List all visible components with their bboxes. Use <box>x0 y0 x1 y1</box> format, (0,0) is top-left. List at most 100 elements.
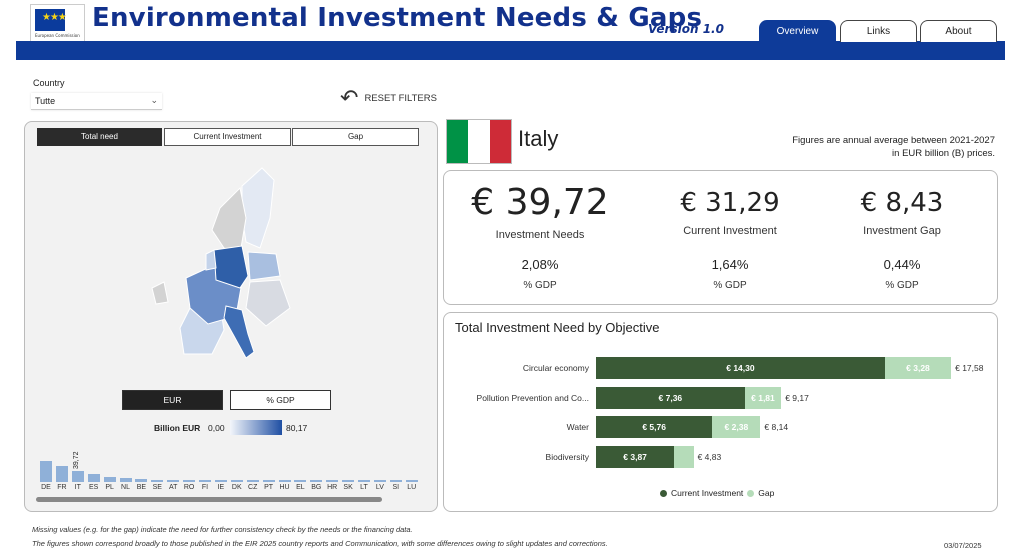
tab-overview[interactable]: Overview <box>759 20 836 42</box>
italy-flag-icon <box>446 119 512 164</box>
map-region-italy[interactable] <box>223 305 255 359</box>
country-axis-label: NL <box>121 484 130 491</box>
legend-dot-gap <box>747 489 755 497</box>
country-axis-label: FI <box>201 484 209 491</box>
bar-total-label: € 17,58 <box>955 363 984 373</box>
country-bar-si[interactable] <box>389 480 402 482</box>
reset-filters-button[interactable]: ↶ RESET FILTERS <box>340 85 437 110</box>
country-bar-bg[interactable] <box>310 480 323 482</box>
country-bar-es[interactable] <box>87 473 100 482</box>
current-investment-value: € 31,29 <box>680 188 780 218</box>
country-bar-chart <box>38 440 428 482</box>
undo-icon: ↶ <box>340 85 359 110</box>
investment-gap-pct: 0,44% <box>883 257 921 272</box>
tab-links[interactable]: Links <box>840 20 917 42</box>
eu-logo: ★★★ European Commission <box>30 4 85 46</box>
legend-max: 80,17 <box>286 423 308 433</box>
country-axis-label: BG <box>311 484 322 491</box>
bar-gap[interactable]: € 2,38 <box>712 416 761 438</box>
unit-eur-button[interactable]: EUR <box>122 390 223 410</box>
metric-tab-current-investment[interactable]: Current Investment <box>164 128 291 146</box>
map-region-ireland[interactable] <box>151 281 169 305</box>
metric-tab-total-need[interactable]: Total need <box>37 128 162 146</box>
bar-current-investment[interactable]: € 5,76 <box>596 416 713 438</box>
investment-gap-value: € 8,43 <box>860 188 944 218</box>
country-bar-pt[interactable] <box>262 480 275 482</box>
investment-needs-gdp-label: % GDP <box>523 280 557 291</box>
category-label: Water <box>566 422 589 432</box>
bar-total-label: € 9,17 <box>785 393 809 403</box>
legend-gradient <box>230 420 282 435</box>
country-axis-label: CZ <box>248 484 258 491</box>
country-bar-hr[interactable] <box>326 480 339 482</box>
map-region-nordics[interactable] <box>241 167 275 249</box>
country-bar-fi[interactable] <box>199 480 211 482</box>
header-bar <box>16 41 1005 60</box>
tab-about[interactable]: About <box>920 20 997 42</box>
bar-current-investment[interactable]: € 7,36 <box>596 387 745 409</box>
country-bar-lt[interactable] <box>358 480 370 482</box>
country-axis-label: RO <box>183 484 195 491</box>
investment-gap-label: Investment Gap <box>863 225 941 237</box>
investment-needs-pct: 2,08% <box>521 257 559 272</box>
country-bar-fr[interactable] <box>55 465 68 482</box>
country-axis-label: IT <box>74 484 81 491</box>
investment-gap-gdp-label: % GDP <box>885 280 919 291</box>
country-bar-dk[interactable] <box>230 480 243 482</box>
country-axis-label: SI <box>392 484 400 491</box>
bar-current-investment[interactable]: € 3,87 <box>596 446 675 468</box>
country-bar-se[interactable] <box>151 479 164 482</box>
category-label: Biodiversity <box>545 452 589 462</box>
country-axis-label: LV <box>375 484 384 491</box>
bar-current-investment[interactable]: € 14,30 <box>596 357 885 379</box>
bar-gap[interactable] <box>674 446 694 468</box>
map-region-benelux[interactable] <box>205 249 217 271</box>
figures-note-line1: Figures are annual average between 2021-… <box>792 135 995 146</box>
country-bar-at[interactable] <box>167 480 180 482</box>
map-region-east[interactable] <box>245 279 291 327</box>
europe-map[interactable] <box>150 158 300 378</box>
country-bar-ie[interactable] <box>214 480 227 482</box>
country-axis-label: PT <box>264 484 274 491</box>
map-region-germany[interactable] <box>213 245 249 289</box>
metric-tab-gap[interactable]: Gap <box>292 128 419 146</box>
country-bar-cz[interactable] <box>246 480 259 482</box>
current-investment-label: Current Investment <box>683 225 777 237</box>
country-bar-lu[interactable] <box>405 480 418 482</box>
country-axis-label: AT <box>168 484 178 491</box>
country-axis-label: IE <box>217 484 225 491</box>
country-select[interactable]: Tutte ⌄ <box>31 93 162 110</box>
country-bar-de[interactable] <box>40 461 52 482</box>
legend-gap-label: Gap <box>758 488 775 498</box>
category-label: Pollution Prevention and Co... <box>476 393 589 403</box>
map-region-north[interactable] <box>211 186 247 255</box>
chart-title: Total Investment Need by Objective <box>455 320 660 335</box>
country-bar-be[interactable] <box>135 479 148 482</box>
country-bar-ro[interactable] <box>183 480 196 482</box>
horizontal-scrollbar[interactable] <box>36 497 382 502</box>
category-label: Circular economy <box>522 363 589 373</box>
bar-gap[interactable]: € 1,81 <box>744 387 782 409</box>
unit-gdp-button[interactable]: % GDP <box>230 390 331 410</box>
country-bar-el[interactable] <box>294 480 307 482</box>
objective-chart-panel <box>443 312 998 512</box>
country-bar-sk[interactable] <box>342 480 355 482</box>
country-bar-nl[interactable] <box>119 478 132 482</box>
investment-needs-label: Investment Needs <box>495 229 585 241</box>
country-bar-pl[interactable] <box>103 477 116 482</box>
country-bar-lv[interactable] <box>373 480 386 482</box>
country-bar-it[interactable] <box>71 471 84 482</box>
country-axis-label: SE <box>152 484 162 491</box>
country-axis-label: LU <box>407 484 417 491</box>
map-region-poland[interactable] <box>247 251 281 281</box>
current-investment-pct: 1,64% <box>711 257 749 272</box>
flag-stripe-green <box>447 120 469 163</box>
flag-stripe-red <box>489 120 511 163</box>
country-axis-label: SK <box>343 484 353 491</box>
country-axis-label: DK <box>231 484 242 491</box>
page-title: Environmental Investment Needs & Gaps <box>92 3 703 33</box>
country-axis-label: DE <box>41 484 51 491</box>
country-bar-hu[interactable] <box>278 480 291 482</box>
bar-gap[interactable]: € 3,28 <box>884 357 952 379</box>
country-filter-label: Country <box>33 78 65 88</box>
